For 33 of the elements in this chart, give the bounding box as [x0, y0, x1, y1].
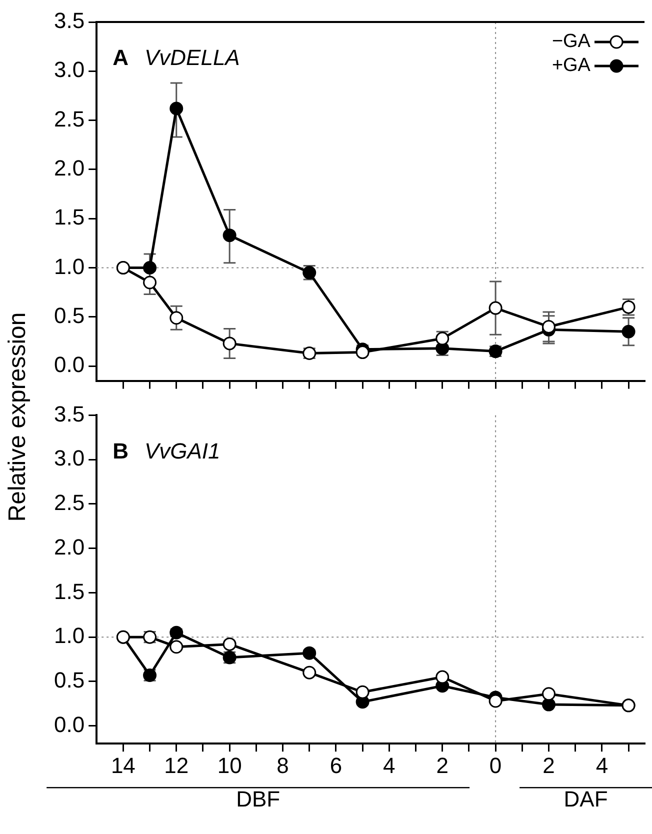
x-tick-label: 4: [596, 752, 608, 778]
y-tick-label: 3.0: [54, 446, 85, 471]
y-tick-label: 2.5: [54, 490, 85, 516]
y-tick-label: 1.0: [54, 623, 85, 648]
text: DBF: [236, 786, 280, 812]
x-tick-label: 14: [110, 752, 136, 778]
y-tick-label: 0.5: [54, 668, 85, 693]
y-axis-title: Relative expression: [4, 312, 32, 522]
y-tick-label: 1.5: [54, 578, 85, 604]
y-tick-label: 2.0: [54, 156, 85, 181]
x-tick-label: 10: [217, 752, 242, 778]
y-tick-label: 1.0: [54, 254, 85, 279]
x-tick-label: 2: [542, 752, 555, 778]
legend-label: −GA: [552, 31, 591, 52]
text: B VvGAI1: [112, 438, 220, 464]
legend-label: +GA: [552, 55, 591, 76]
text: DAF: [564, 786, 608, 812]
x-tick-label: 6: [330, 752, 342, 778]
y-tick-label: 0.5: [54, 302, 85, 328]
x-tick-label: 12: [164, 752, 189, 778]
text: A VvDELLA: [112, 45, 240, 70]
y-tick-label: 3.0: [54, 57, 85, 82]
x-tick-label: 0: [489, 752, 502, 778]
y-tick-label: 2.0: [54, 534, 85, 560]
y-tick-label: 3.5: [54, 401, 85, 426]
y-tick-label: 3.5: [54, 8, 85, 34]
y-tick-label: 1.5: [54, 204, 85, 230]
y-tick-label: 2.5: [54, 106, 85, 132]
x-tick-label: 4: [383, 752, 396, 778]
x-tick-label: 8: [276, 752, 289, 778]
x-tick-label: 2: [436, 752, 448, 778]
y-tick-label: 0.0: [54, 352, 85, 378]
y-tick-label: 0.0: [54, 712, 85, 737]
